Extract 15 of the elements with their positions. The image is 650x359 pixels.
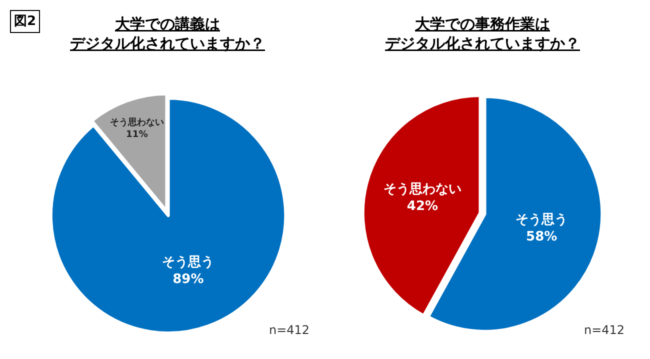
chart-title: 大学での事務作業は xyxy=(415,15,550,33)
data-label: 11% xyxy=(126,129,148,140)
data-label: 42% xyxy=(406,198,438,214)
caption: 図2 xyxy=(14,14,36,29)
chart-subtitle: デジタル化されていますか？ xyxy=(385,34,580,52)
slice-label: そう思わない xyxy=(383,182,462,198)
slice-label: そう思わない xyxy=(110,117,164,128)
slice-label: そう思う xyxy=(162,254,214,270)
data-label: 89% xyxy=(172,272,204,287)
text: n=412 xyxy=(269,323,310,337)
data-label: 58% xyxy=(526,230,558,245)
chart-title: 大学での講義は xyxy=(115,15,220,33)
slice-label: そう思う xyxy=(516,212,568,228)
chart-subtitle: デジタル化されていますか？ xyxy=(70,34,265,52)
text: n=412 xyxy=(584,323,625,337)
